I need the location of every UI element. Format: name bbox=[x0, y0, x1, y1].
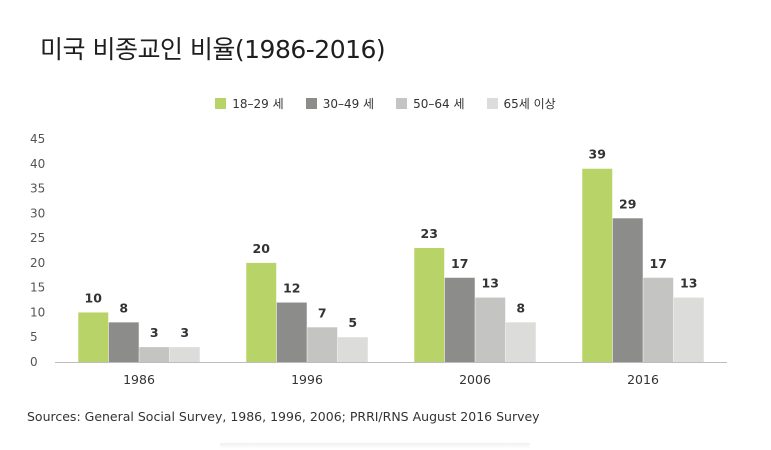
bar-1996-series-2 bbox=[307, 327, 338, 362]
legend-item-18-29: 18–29 세 bbox=[215, 95, 284, 112]
legend-swatch bbox=[215, 98, 227, 109]
legend-label: 50–64 세 bbox=[413, 97, 465, 111]
legend-label: 65세 이상 bbox=[503, 97, 556, 111]
bar-2016-series-3 bbox=[673, 297, 704, 362]
data-label: 8 bbox=[516, 300, 525, 315]
data-label: 20 bbox=[253, 241, 271, 256]
legend-label: 30–49 세 bbox=[322, 97, 375, 111]
data-label: 3 bbox=[150, 325, 159, 340]
data-label: 13 bbox=[482, 276, 499, 291]
legend-item-65-plus: 65세 이상 bbox=[486, 95, 556, 112]
bar-2016-series-2 bbox=[643, 277, 674, 362]
x-tick-label: 1996 bbox=[291, 372, 323, 387]
data-label: 23 bbox=[421, 226, 438, 241]
y-tick-label: 45 bbox=[30, 132, 45, 146]
data-label: 10 bbox=[85, 290, 103, 305]
legend: 18–29 세 30–49 세 50–64 세 65세 이상 bbox=[0, 95, 771, 112]
x-tick-label: 2016 bbox=[627, 372, 659, 387]
legend-label: 18–29 세 bbox=[232, 97, 284, 111]
y-tick-label: 0 bbox=[30, 355, 38, 369]
bar-1996-series-0 bbox=[246, 262, 277, 362]
bar-1996-series-1 bbox=[276, 302, 307, 362]
y-tick-label: 25 bbox=[30, 231, 45, 245]
legend-item-30-49: 30–49 세 bbox=[305, 95, 375, 112]
bar-1996-series-3 bbox=[337, 337, 368, 362]
bar-1986-series-3 bbox=[169, 347, 200, 362]
bar-2006-series-0 bbox=[414, 248, 445, 362]
bar-2006-series-2 bbox=[475, 297, 506, 362]
legend-item-50-64: 50–64 세 bbox=[396, 95, 465, 112]
bar-2016-series-0 bbox=[582, 168, 613, 362]
data-label: 7 bbox=[318, 305, 327, 320]
bar-1986-series-1 bbox=[108, 322, 139, 362]
bar-2016-series-1 bbox=[612, 218, 643, 362]
y-tick-label: 5 bbox=[30, 330, 38, 344]
legend-swatch bbox=[486, 98, 498, 109]
legend-swatch bbox=[396, 98, 408, 109]
x-tick-label: 2006 bbox=[459, 372, 491, 387]
bar-2006-series-3 bbox=[505, 322, 536, 362]
y-tick-label: 15 bbox=[30, 281, 45, 295]
y-tick-label: 30 bbox=[30, 206, 45, 220]
y-tick-label: 10 bbox=[30, 305, 45, 319]
bar-1986-series-0 bbox=[78, 312, 109, 362]
x-tick-label: 1986 bbox=[123, 372, 155, 387]
data-label: 3 bbox=[180, 325, 189, 340]
bottom-shadow bbox=[220, 443, 530, 449]
data-label: 29 bbox=[619, 196, 636, 211]
data-label: 5 bbox=[348, 315, 357, 330]
y-tick-label: 35 bbox=[30, 182, 45, 196]
data-label: 17 bbox=[451, 256, 468, 271]
bar-2006-series-1 bbox=[444, 277, 475, 362]
y-tick-label: 40 bbox=[30, 157, 45, 171]
data-label: 17 bbox=[650, 256, 667, 271]
data-label: 39 bbox=[589, 147, 606, 162]
data-label: 8 bbox=[119, 300, 128, 315]
source-note: Sources: General Social Survey, 1986, 19… bbox=[27, 409, 540, 424]
bar-1986-series-2 bbox=[139, 347, 170, 362]
data-label: 13 bbox=[680, 276, 697, 291]
chart-title: 미국 비종교인 비율(1986-2016) bbox=[40, 35, 386, 64]
legend-swatch bbox=[305, 98, 317, 109]
data-label: 12 bbox=[283, 281, 300, 296]
y-tick-label: 20 bbox=[30, 256, 45, 270]
